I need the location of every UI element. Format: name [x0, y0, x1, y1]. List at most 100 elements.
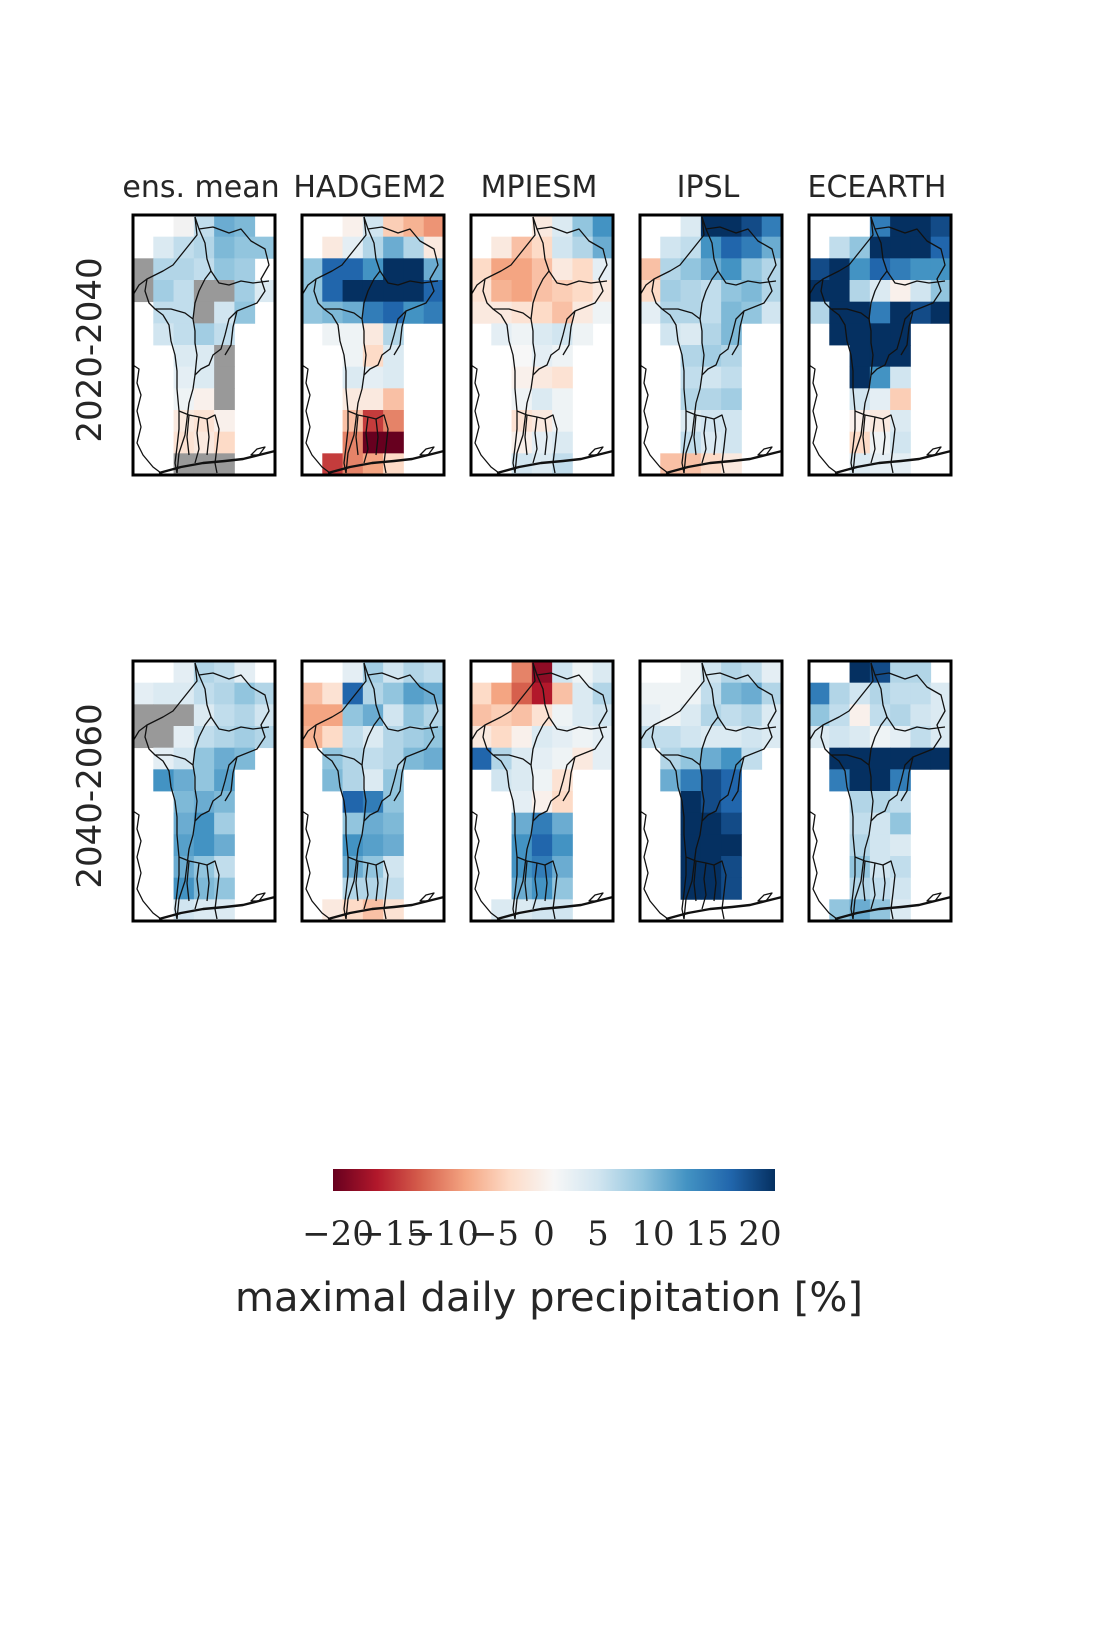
grid-cell: [383, 791, 404, 814]
grid-cell: [890, 366, 911, 389]
grid-cell: [403, 747, 425, 770]
grid-cell: [890, 258, 911, 281]
country-border: [224, 756, 238, 802]
country-border: [206, 864, 210, 902]
map-panel: [468, 212, 616, 486]
country-border: [393, 310, 407, 356]
country-border: [882, 418, 886, 456]
grid-cell: [193, 834, 215, 857]
grid-cell: [531, 856, 553, 879]
grid-cell: [214, 791, 235, 814]
grid-cell: [173, 215, 195, 238]
grid-cell: [869, 682, 891, 705]
grid-cell: [362, 682, 384, 705]
grid-cell: [342, 769, 364, 792]
grid-cell: [214, 877, 235, 900]
country-border: [470, 810, 500, 920]
grid-cell: [491, 726, 512, 749]
grid-cell: [423, 215, 445, 238]
grid-cell: [809, 682, 830, 705]
column-title-ens-mean: ens. mean: [122, 170, 280, 205]
grid-cell: [531, 726, 553, 749]
country-border: [345, 662, 439, 920]
country-border: [562, 756, 576, 802]
column-title-hadgem2: HADGEM2: [293, 170, 447, 205]
grid-cell: [660, 726, 681, 749]
grid-cell: [660, 747, 681, 770]
grid-cell: [153, 280, 174, 303]
grid-cell: [910, 280, 932, 303]
grid-cell: [552, 431, 573, 454]
country-border: [693, 860, 697, 902]
grid-cell: [423, 661, 445, 684]
grid-cell: [234, 747, 256, 770]
country-border: [926, 892, 942, 902]
grid-cell: [721, 236, 742, 259]
grid-cell: [383, 215, 404, 238]
grid-cell: [173, 791, 195, 814]
grid-cell: [173, 682, 195, 705]
grid-cell: [700, 661, 722, 684]
grid-cell: [383, 236, 404, 259]
grid-cell: [890, 388, 911, 411]
grid-cell: [640, 704, 661, 727]
grid-cell: [572, 258, 594, 281]
country-border: [588, 446, 604, 456]
grid-cell: [214, 215, 235, 238]
colorbar-tick: −20: [302, 1214, 374, 1254]
grid-cell: [531, 301, 553, 324]
grid-cell: [741, 747, 763, 770]
grid-cell: [741, 301, 763, 324]
grid-cell: [680, 215, 702, 238]
grid-cell: [531, 899, 553, 922]
country-border: [639, 278, 655, 296]
country-border: [639, 364, 669, 474]
grid-cell: [383, 410, 404, 433]
column-title-ipsl: IPSL: [676, 170, 740, 205]
grid-cell: [680, 366, 702, 389]
country-border: [661, 754, 687, 920]
country-border: [854, 856, 896, 920]
grid-cell: [890, 769, 911, 792]
country-border: [194, 862, 200, 910]
grid-cell: [531, 747, 553, 770]
grid-cell: [173, 258, 195, 281]
grid-cell: [910, 747, 932, 770]
country-border: [176, 216, 270, 474]
grid-cell: [214, 726, 235, 749]
grid-cell: [700, 769, 722, 792]
country-border: [862, 860, 866, 902]
panel-frame: [638, 659, 784, 923]
grid-cell: [910, 682, 932, 705]
grid-cell: [700, 236, 722, 259]
grid-cell: [700, 726, 722, 749]
grid-cell: [700, 388, 722, 411]
panel-frame: [131, 659, 277, 923]
country-border: [699, 270, 719, 320]
grid-cell: [890, 812, 911, 835]
grid-cell: [531, 280, 553, 303]
grid-cell: [869, 791, 891, 814]
grid-cell: [572, 323, 594, 346]
map-svg: [807, 213, 953, 477]
map-svg: [300, 213, 446, 477]
panel-frame: [469, 659, 615, 923]
map-svg: [638, 213, 784, 477]
grid-cell: [383, 812, 404, 835]
grid-cell: [193, 258, 215, 281]
grid-cell: [362, 236, 384, 259]
grid-cell: [869, 856, 891, 879]
grid-cell: [552, 258, 573, 281]
grid-cell: [511, 366, 533, 389]
country-border: [313, 216, 367, 376]
grid-cell: [531, 704, 553, 727]
grid-cell: [322, 769, 343, 792]
grid-cell: [193, 661, 215, 684]
grid-cell: [342, 323, 364, 346]
grid-cell: [552, 856, 573, 879]
grid-cell: [531, 834, 553, 857]
row-label-2020-2040: 2020-2040: [70, 257, 110, 443]
grid-cell: [362, 899, 384, 922]
grid-cell: [173, 726, 195, 749]
country-border: [419, 446, 435, 456]
